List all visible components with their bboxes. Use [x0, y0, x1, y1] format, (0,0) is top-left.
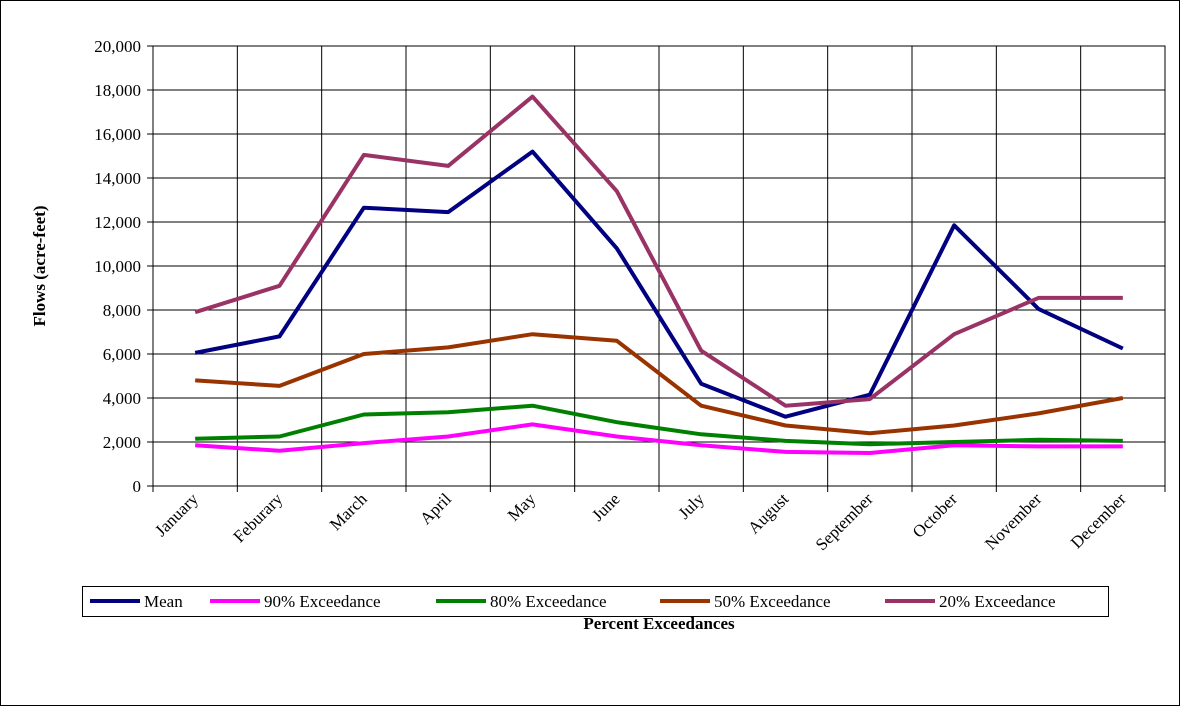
legend-label: 80% Exceedance — [490, 592, 607, 611]
y-tick-label: 0 — [133, 477, 142, 496]
y-tick-label: 8,000 — [103, 301, 141, 320]
series-line — [195, 332, 1124, 436]
y-tick-label: 6,000 — [103, 345, 141, 364]
y-tick-label: 10,000 — [94, 257, 141, 276]
y-tick-label: 16,000 — [94, 125, 141, 144]
y-tick-label: 20,000 — [94, 37, 141, 56]
y-tick-label: 2,000 — [103, 433, 141, 452]
series-line — [194, 94, 1123, 408]
legend-label: 20% Exceedance — [939, 592, 1056, 611]
y-tick-label: 4,000 — [103, 389, 141, 408]
y-tick-label: 18,000 — [94, 81, 141, 100]
legend-label: 90% Exceedance — [264, 592, 381, 611]
series-line — [195, 422, 1123, 455]
legend-label: Mean — [144, 592, 183, 611]
y-axis-title: Flows (acre-feet) — [30, 206, 49, 327]
series-line — [195, 403, 1123, 447]
y-tick-label: 12,000 — [94, 213, 141, 232]
x-axis-title: Percent Exceedances — [583, 614, 735, 633]
series-line — [194, 149, 1124, 419]
legend-label: 50% Exceedance — [714, 592, 831, 611]
plot-border — [152, 45, 1166, 487]
y-tick-label: 14,000 — [94, 169, 141, 188]
